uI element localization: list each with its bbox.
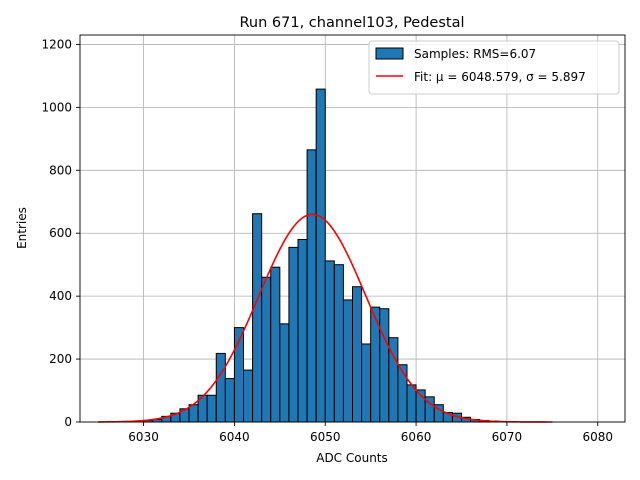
- chart-title: Run 671, channel103, Pedestal: [239, 15, 464, 31]
- histogram-bar: [315, 88, 326, 423]
- legend-label-samples: Samples: RMS=6.07: [414, 47, 536, 61]
- legend-frame: [368, 40, 620, 95]
- histogram-bar: [270, 266, 281, 423]
- y-tick-label: 600: [49, 226, 72, 240]
- y-tick-label: 800: [49, 163, 72, 177]
- histogram-bar: [361, 343, 372, 423]
- y-tick-label: 400: [49, 289, 72, 303]
- histogram-bar: [342, 299, 353, 423]
- x-tick-label: 6050: [310, 430, 341, 444]
- histogram-bars: [143, 88, 499, 423]
- histogram-bar: [215, 352, 226, 423]
- histogram-bar: [379, 308, 390, 423]
- histogram-bar: [297, 239, 308, 423]
- histogram-bar: [243, 369, 254, 423]
- x-tick-label: 6080: [582, 430, 613, 444]
- y-tick-label: 1000: [41, 100, 72, 114]
- x-axis-ticks: 6030 6040 6050 6060 6070 6080: [128, 422, 613, 444]
- y-tick-label: 1200: [41, 37, 72, 51]
- y-tick-label: 0: [64, 415, 72, 429]
- y-tick-label: 200: [49, 352, 72, 366]
- x-tick-label: 6060: [401, 430, 432, 444]
- legend: Samples: RMS=6.07 Fit: μ = 6048.579, σ =…: [368, 40, 620, 95]
- histogram-bar: [397, 364, 408, 423]
- histogram-bar: [288, 246, 299, 423]
- fit-curve: [98, 213, 553, 423]
- histogram-bar: [352, 286, 363, 423]
- y-axis-label: Entries: [15, 207, 29, 249]
- histogram-bar: [333, 264, 344, 423]
- histogram-bar: [279, 323, 290, 423]
- plot-area-frame: [79, 34, 626, 423]
- histogram-bar: [224, 378, 235, 423]
- x-tick-label: 6070: [492, 430, 523, 444]
- histogram-bar: [306, 149, 317, 423]
- legend-label-fit: Fit: μ = 6048.579, σ = 5.897: [414, 70, 586, 84]
- x-tick-label: 6030: [128, 430, 159, 444]
- histogram-bar: [324, 260, 335, 423]
- histogram-bar: [206, 394, 217, 423]
- x-tick-label: 6040: [219, 430, 250, 444]
- legend-swatch-samples: [375, 47, 404, 60]
- y-axis-ticks: 0 200 400 600 800 1000 1200: [41, 37, 80, 429]
- histogram-bar: [252, 213, 263, 423]
- histogram-bar: [261, 276, 272, 423]
- x-axis-label: ADC Counts: [316, 451, 388, 465]
- histogram-bar: [406, 384, 417, 423]
